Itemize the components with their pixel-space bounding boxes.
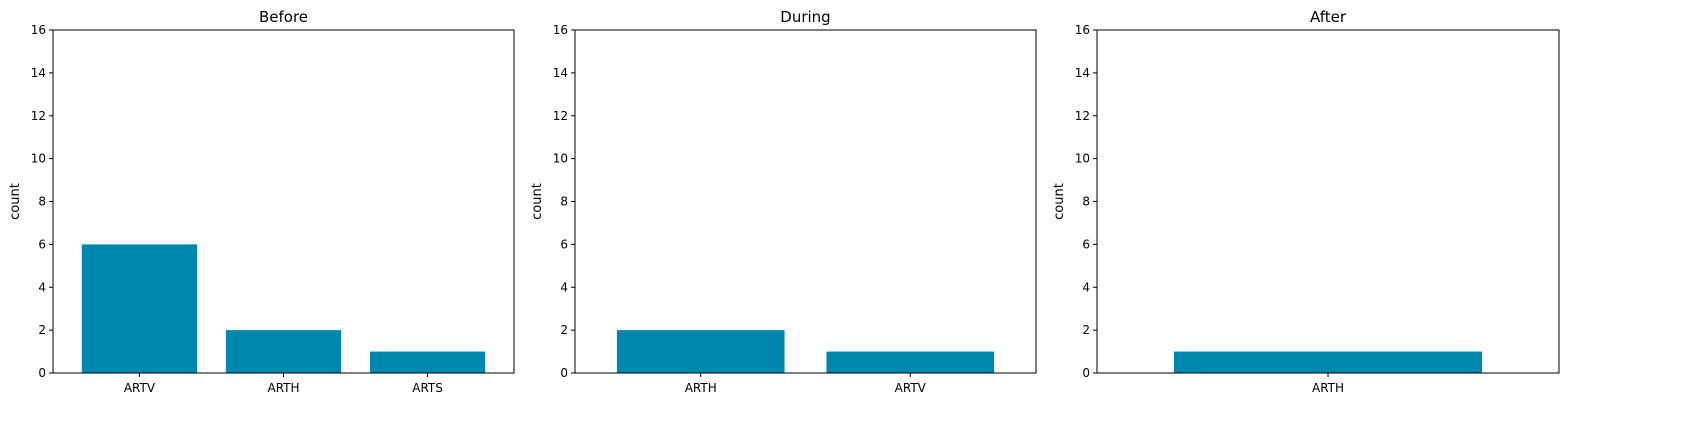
y-tick-label: 12 bbox=[553, 109, 568, 123]
y-axis-title: count bbox=[1052, 183, 1067, 220]
y-tick-label: 10 bbox=[1075, 152, 1090, 166]
bar-after-arth bbox=[1174, 351, 1482, 373]
bar-during-arth bbox=[616, 330, 785, 373]
x-tick-label: ARTV bbox=[895, 381, 927, 395]
axes-frame bbox=[1096, 29, 1560, 374]
y-tick-label: 12 bbox=[1075, 109, 1090, 123]
y-tick-label: 2 bbox=[1082, 323, 1090, 337]
y-tick-label: 4 bbox=[1082, 280, 1090, 294]
y-tick-label: 16 bbox=[31, 23, 46, 37]
y-tick-label: 4 bbox=[38, 280, 46, 294]
y-tick-label: 0 bbox=[38, 366, 46, 380]
y-tick-label: 8 bbox=[1082, 195, 1090, 209]
y-axis-title: count bbox=[530, 183, 545, 220]
bar-during-artv bbox=[826, 351, 995, 373]
y-tick-label: 14 bbox=[553, 66, 568, 80]
y-tick-label: 0 bbox=[560, 366, 568, 380]
x-tick-label: ARTH bbox=[1312, 381, 1344, 395]
chart-panel-after: 0 2 4 6 8 10 12 14 16 ARTH count After bbox=[1052, 8, 1560, 395]
x-tick-label: ARTH bbox=[685, 381, 717, 395]
y-tick-label: 6 bbox=[38, 237, 46, 251]
chart-panel-during: 0 2 4 6 8 10 12 14 16 ARTH ARTV count During bbox=[530, 8, 1037, 395]
chart-title: After bbox=[1310, 8, 1347, 26]
x-tick-label: ARTV bbox=[124, 381, 156, 395]
bar-before-artv bbox=[81, 244, 198, 373]
y-tick-label: 12 bbox=[31, 109, 46, 123]
y-tick-label: 10 bbox=[553, 152, 568, 166]
y-tick-label: 6 bbox=[560, 237, 568, 251]
y-tick-label: 6 bbox=[1082, 237, 1090, 251]
chart-panel-before: 0 2 4 6 8 10 12 14 16 ARTV ARTH ARTS count Before bbox=[8, 8, 515, 395]
y-tick-label: 2 bbox=[38, 323, 46, 337]
y-tick-label: 8 bbox=[38, 195, 46, 209]
y-tick-label: 14 bbox=[1075, 66, 1090, 80]
y-axis-title: count bbox=[8, 183, 23, 220]
chart-title: Before bbox=[259, 8, 308, 26]
y-tick-label: 8 bbox=[560, 195, 568, 209]
bar-before-arts bbox=[369, 351, 486, 373]
chart-title: During bbox=[780, 8, 830, 26]
bar-before-arth bbox=[225, 330, 342, 373]
x-tick-label: ARTH bbox=[267, 381, 299, 395]
y-tick-label: 4 bbox=[560, 280, 568, 294]
y-tick-label: 0 bbox=[1082, 366, 1090, 380]
y-tick-label: 16 bbox=[1075, 23, 1090, 37]
y-tick-label: 2 bbox=[560, 323, 568, 337]
y-tick-label: 16 bbox=[553, 23, 568, 37]
y-tick-label: 14 bbox=[31, 66, 46, 80]
x-tick-label: ARTS bbox=[412, 381, 443, 395]
y-tick-label: 10 bbox=[31, 152, 46, 166]
axes-frame bbox=[574, 29, 1037, 374]
